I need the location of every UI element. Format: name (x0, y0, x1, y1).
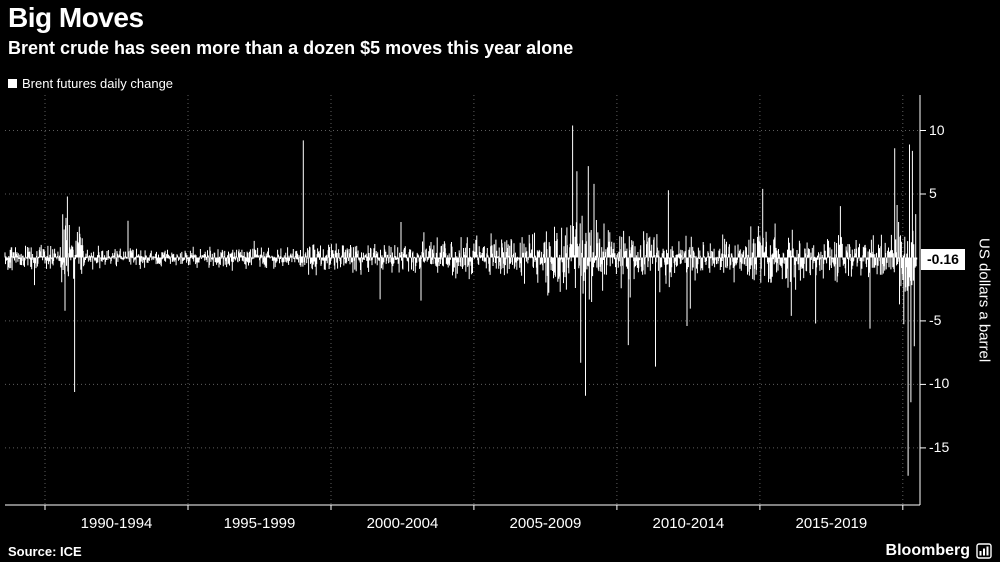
x-axis-period-label: 1990-1994 (80, 515, 153, 532)
y-axis-tick-label: -10 (929, 375, 950, 392)
legend-swatch-icon (8, 79, 17, 88)
y-axis-tick-label: 5 (929, 185, 937, 201)
source-label: Source: ICE (8, 544, 82, 559)
last-value-badge: -0.16 (921, 248, 965, 270)
legend: Brent futures daily change (8, 76, 173, 91)
x-axis-period-label: 1995-1999 (223, 515, 296, 532)
x-axis-period-label: 2010-2014 (652, 515, 725, 532)
chart-title: Big Moves (8, 2, 144, 33)
chart-subtitle: Brent crude has seen more than a dozen $… (8, 38, 574, 58)
y-axis-tick-label: 10 (929, 121, 945, 138)
bloomberg-brand: Bloomberg (886, 542, 992, 560)
x-axis-period-label: 2000-2004 (366, 515, 439, 532)
y-axis-title: US dollars a barrel (975, 237, 993, 363)
bloomberg-wordmark: Bloomberg (885, 542, 970, 559)
x-axis-period-label: 2015-2019 (795, 515, 868, 532)
legend-label: Brent futures daily change (22, 76, 174, 91)
bloomberg-logo-icon (976, 543, 992, 559)
y-axis-tick-label: -15 (929, 438, 950, 455)
x-axis-period-label: 2005-2009 (509, 515, 582, 532)
y-axis-tick-label: -5 (929, 311, 942, 328)
